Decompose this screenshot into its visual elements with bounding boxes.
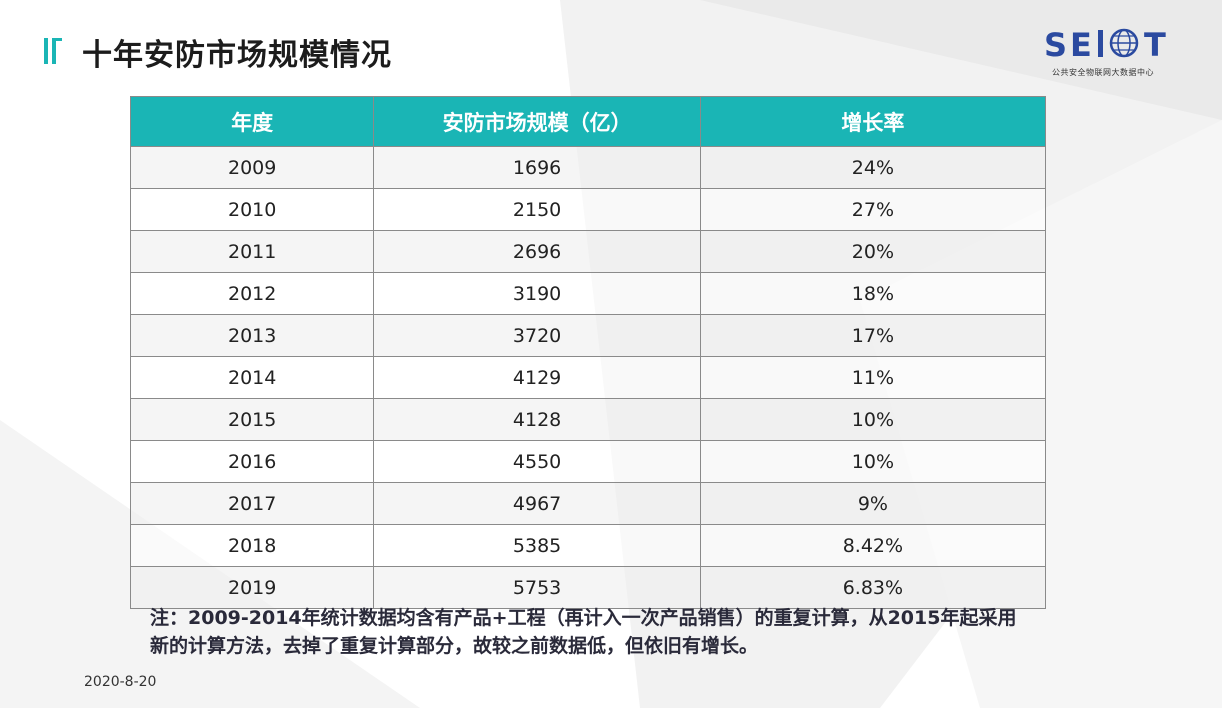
seiot-logo: SE T 公共安全物联网大数据中心 xyxy=(1044,24,1174,80)
header-market-size: 安防市场规模（亿） xyxy=(373,96,701,147)
cell-market-size: 2696 xyxy=(373,230,701,273)
cell-market-size: 5753 xyxy=(373,566,701,609)
table-row: 2011 2696 20% xyxy=(129,230,1047,273)
cell-growth-rate: 17% xyxy=(699,314,1047,357)
cell-growth-rate: 27% xyxy=(699,188,1047,231)
cell-market-size: 5385 xyxy=(373,524,701,567)
cell-market-size: 4967 xyxy=(373,482,701,525)
cell-market-size: 3720 xyxy=(373,314,701,357)
cell-market-size: 4128 xyxy=(373,398,701,441)
table-row: 2019 5753 6.83% xyxy=(129,566,1047,609)
cell-year: 2015 xyxy=(129,398,375,441)
cell-growth-rate: 18% xyxy=(699,272,1047,315)
cell-market-size: 1696 xyxy=(373,146,701,189)
svg-text:SE: SE xyxy=(1044,26,1095,64)
footnote: 注：2009-2014年统计数据均含有产品+工程（再计入一次产品销售）的重复计算… xyxy=(150,607,1017,657)
cell-growth-rate: 9% xyxy=(699,482,1047,525)
cell-market-size: 4550 xyxy=(373,440,701,483)
cell-year: 2011 xyxy=(129,230,375,273)
table-row: 2018 5385 8.42% xyxy=(129,524,1047,567)
table-header-row: 年度 安防市场规模（亿） 增长率 xyxy=(129,96,1047,147)
cell-growth-rate: 10% xyxy=(699,440,1047,483)
title-accent-icon xyxy=(44,38,64,64)
cell-year: 2009 xyxy=(129,146,375,189)
page-title: 十年安防市场规模情况 xyxy=(82,38,392,73)
cell-year: 2012 xyxy=(129,272,375,315)
cell-growth-rate: 11% xyxy=(699,356,1047,399)
table-row: 2015 4128 10% xyxy=(129,398,1047,441)
cell-growth-rate: 20% xyxy=(699,230,1047,273)
globe-icon xyxy=(1109,28,1139,58)
cell-year: 2019 xyxy=(129,566,375,609)
cell-year: 2013 xyxy=(129,314,375,357)
table-row: 2009 1696 24% xyxy=(129,146,1047,189)
table-row: 2013 3720 17% xyxy=(129,314,1047,357)
table-row: 2014 4129 11% xyxy=(129,356,1047,399)
cell-growth-rate: 24% xyxy=(699,146,1047,189)
cell-market-size: 3190 xyxy=(373,272,701,315)
table-row: 2016 4550 10% xyxy=(129,440,1047,483)
table-row: 2017 4967 9% xyxy=(129,482,1047,525)
table-row: 2012 3190 18% xyxy=(129,272,1047,315)
logo-wordmark: SE T xyxy=(1044,26,1166,64)
cell-year: 2016 xyxy=(129,440,375,483)
svg-text:T: T xyxy=(1144,26,1166,64)
cell-year: 2018 xyxy=(129,524,375,567)
cell-year: 2014 xyxy=(129,356,375,399)
slide-date: 2020-8-20 xyxy=(84,674,157,690)
cell-market-size: 4129 xyxy=(373,356,701,399)
logo-subtitle: 公共安全物联网大数据中心 xyxy=(1052,68,1154,77)
header-year: 年度 xyxy=(129,96,375,147)
market-size-table: 年度 安防市场规模（亿） 增长率 2009 1696 24% 2010 2150 27%… xyxy=(129,96,1047,609)
cell-growth-rate: 6.83% xyxy=(699,566,1047,609)
table-row: 2010 2150 27% xyxy=(129,188,1047,231)
cell-market-size: 2150 xyxy=(373,188,701,231)
cell-year: 2017 xyxy=(129,482,375,525)
cell-year: 2010 xyxy=(129,188,375,231)
cell-growth-rate: 8.42% xyxy=(699,524,1047,567)
header-growth-rate: 增长率 xyxy=(699,96,1047,147)
cell-growth-rate: 10% xyxy=(699,398,1047,441)
